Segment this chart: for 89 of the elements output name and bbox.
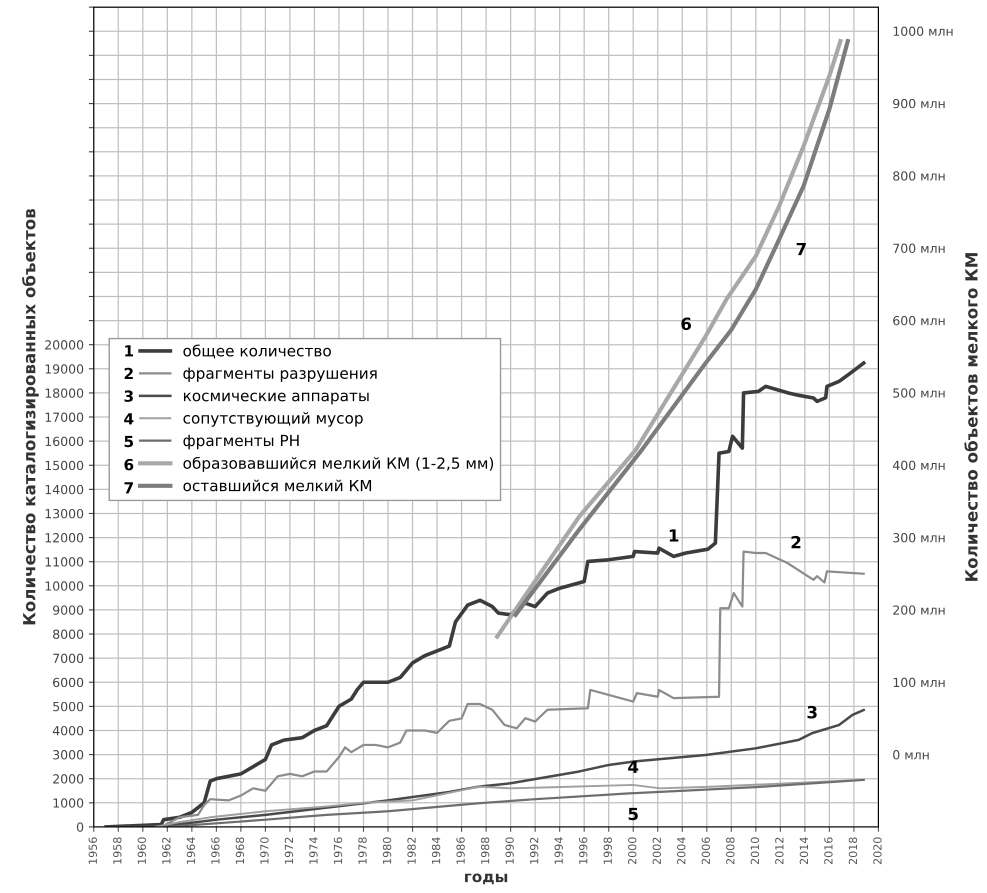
- x-tick-label: 1962: [162, 838, 171, 864]
- x-tick-label: 2000: [628, 837, 636, 864]
- legend-label: космические аппараты: [184, 392, 369, 404]
- y2-axis-title: Количество объектов мелкого КМ: [964, 253, 978, 581]
- x-tick-label: 2018: [848, 837, 858, 864]
- annotation: 2: [792, 536, 800, 548]
- y-tick-label: 14000: [46, 484, 84, 494]
- x-tick-label: 1976: [334, 837, 342, 864]
- y-tick-label: 10000: [46, 581, 84, 591]
- y2-tick-label: 400 млн: [892, 460, 945, 470]
- x-tick-label: 2016: [824, 837, 833, 864]
- x-tick-label: 1998: [604, 837, 612, 864]
- text: 1: [125, 345, 134, 356]
- x-tick-label: 1982: [407, 838, 416, 864]
- text: 2: [124, 368, 133, 380]
- x-tick-label: 1970: [260, 837, 269, 864]
- y-tick-label: 8000: [53, 630, 84, 639]
- y-tick-label: 13000: [46, 508, 84, 518]
- x-tick-label: 2014: [800, 837, 808, 864]
- y-tick-label: 5000: [53, 702, 84, 712]
- x-tick-label: 1984: [432, 837, 440, 864]
- x-tick-label: 1958: [113, 837, 122, 864]
- y-tick-label: 4000: [52, 726, 84, 736]
- text: 6: [124, 458, 134, 470]
- x-tick-label: 2010: [750, 837, 760, 864]
- x-tick-label: 1956: [88, 837, 97, 864]
- y-tick-label: 1000: [54, 798, 84, 808]
- y2-tick-label: 300 млн: [893, 532, 945, 542]
- y-tick-label: 20000: [45, 340, 84, 350]
- x-tick-label: 1968: [236, 837, 244, 864]
- legend-label: общее количество: [183, 344, 331, 358]
- y2-tick-label: 600 млн: [893, 316, 945, 326]
- x-tick-label: 1988: [480, 837, 490, 864]
- annotation: 7: [796, 242, 806, 256]
- y-tick-label: 7000: [53, 654, 84, 664]
- x-tick-label: 1990: [505, 837, 514, 864]
- y2-tick-label: 700 млн: [893, 244, 945, 254]
- y2-tick-label: 800 млн: [893, 171, 945, 181]
- x-tick-label: 1974: [309, 837, 318, 864]
- annotation: 5: [628, 808, 638, 820]
- x-tick-label: 1996: [579, 837, 588, 864]
- legend-label: сопутствующий мусор: [183, 412, 363, 427]
- y-tick-label: 19000: [46, 364, 84, 374]
- x-tick-label: 2008: [726, 837, 735, 864]
- x-tick-label: 1964: [186, 837, 196, 864]
- x-tick-label: 2012: [775, 838, 784, 864]
- y2-tick-label: 200 млн: [893, 605, 945, 615]
- y-tick-label: 15000: [46, 460, 84, 470]
- y-tick-label: 6000: [53, 678, 84, 688]
- y2-tick-label: 100 млн: [894, 678, 945, 688]
- y-tick-label: 2000: [53, 774, 84, 784]
- x-tick-label: 1972: [284, 838, 294, 864]
- annotation: 6: [681, 317, 692, 330]
- x-tick-label: 1994: [554, 837, 563, 864]
- text: 5: [124, 436, 134, 448]
- y-tick-label: 18000: [46, 388, 84, 398]
- y2-tick-label: 900 млн: [893, 98, 945, 108]
- y-tick-label: 17000: [46, 412, 84, 422]
- legend-label: оставшийся мелкий КМ: [183, 480, 372, 492]
- y-tick-label: 0: [76, 822, 84, 832]
- y-tick-label: 12000: [46, 533, 84, 543]
- x-tick-label: 2002: [652, 838, 661, 864]
- x-tick-label: 1960: [138, 837, 146, 864]
- legend-label: образовавшийся мелкий КМ (1-2,5 мм): [183, 456, 494, 472]
- x-tick-label: 2006: [702, 837, 710, 864]
- text: 4: [124, 413, 134, 424]
- y-tick-label: 16000: [46, 436, 84, 446]
- y-axis-title: Количество каталогизированных объектов: [22, 208, 39, 624]
- x-tick-label: 1986: [456, 837, 465, 864]
- legend-label: фрагменты РН: [183, 434, 299, 450]
- x-tick-label: 2020: [873, 837, 882, 864]
- y2-tick-label: 0 млн: [893, 750, 929, 760]
- x-axis-title: годы: [465, 874, 508, 884]
- legend-label: фрагменты разрушения: [183, 368, 377, 382]
- annotation: 3: [808, 706, 817, 719]
- x-tick-label: 2004: [677, 837, 686, 864]
- x-tick-label: 1992: [530, 838, 538, 864]
- annotation: 4: [628, 760, 638, 773]
- y2-tick-label: 500 млн: [893, 388, 945, 398]
- y-tick-label: 9000: [53, 605, 84, 615]
- y2-tick-label: 1000 млн: [894, 26, 953, 36]
- x-tick-label: 1978: [358, 837, 367, 864]
- x-tick-label: 1966: [211, 837, 220, 864]
- text: 3: [124, 390, 133, 402]
- x-tick-label: 1980: [382, 837, 392, 864]
- annotation: 1: [670, 529, 678, 542]
- y-tick-label: 11000: [46, 557, 84, 567]
- y-tick-label: 3000: [53, 750, 84, 760]
- text: 7: [124, 482, 133, 494]
